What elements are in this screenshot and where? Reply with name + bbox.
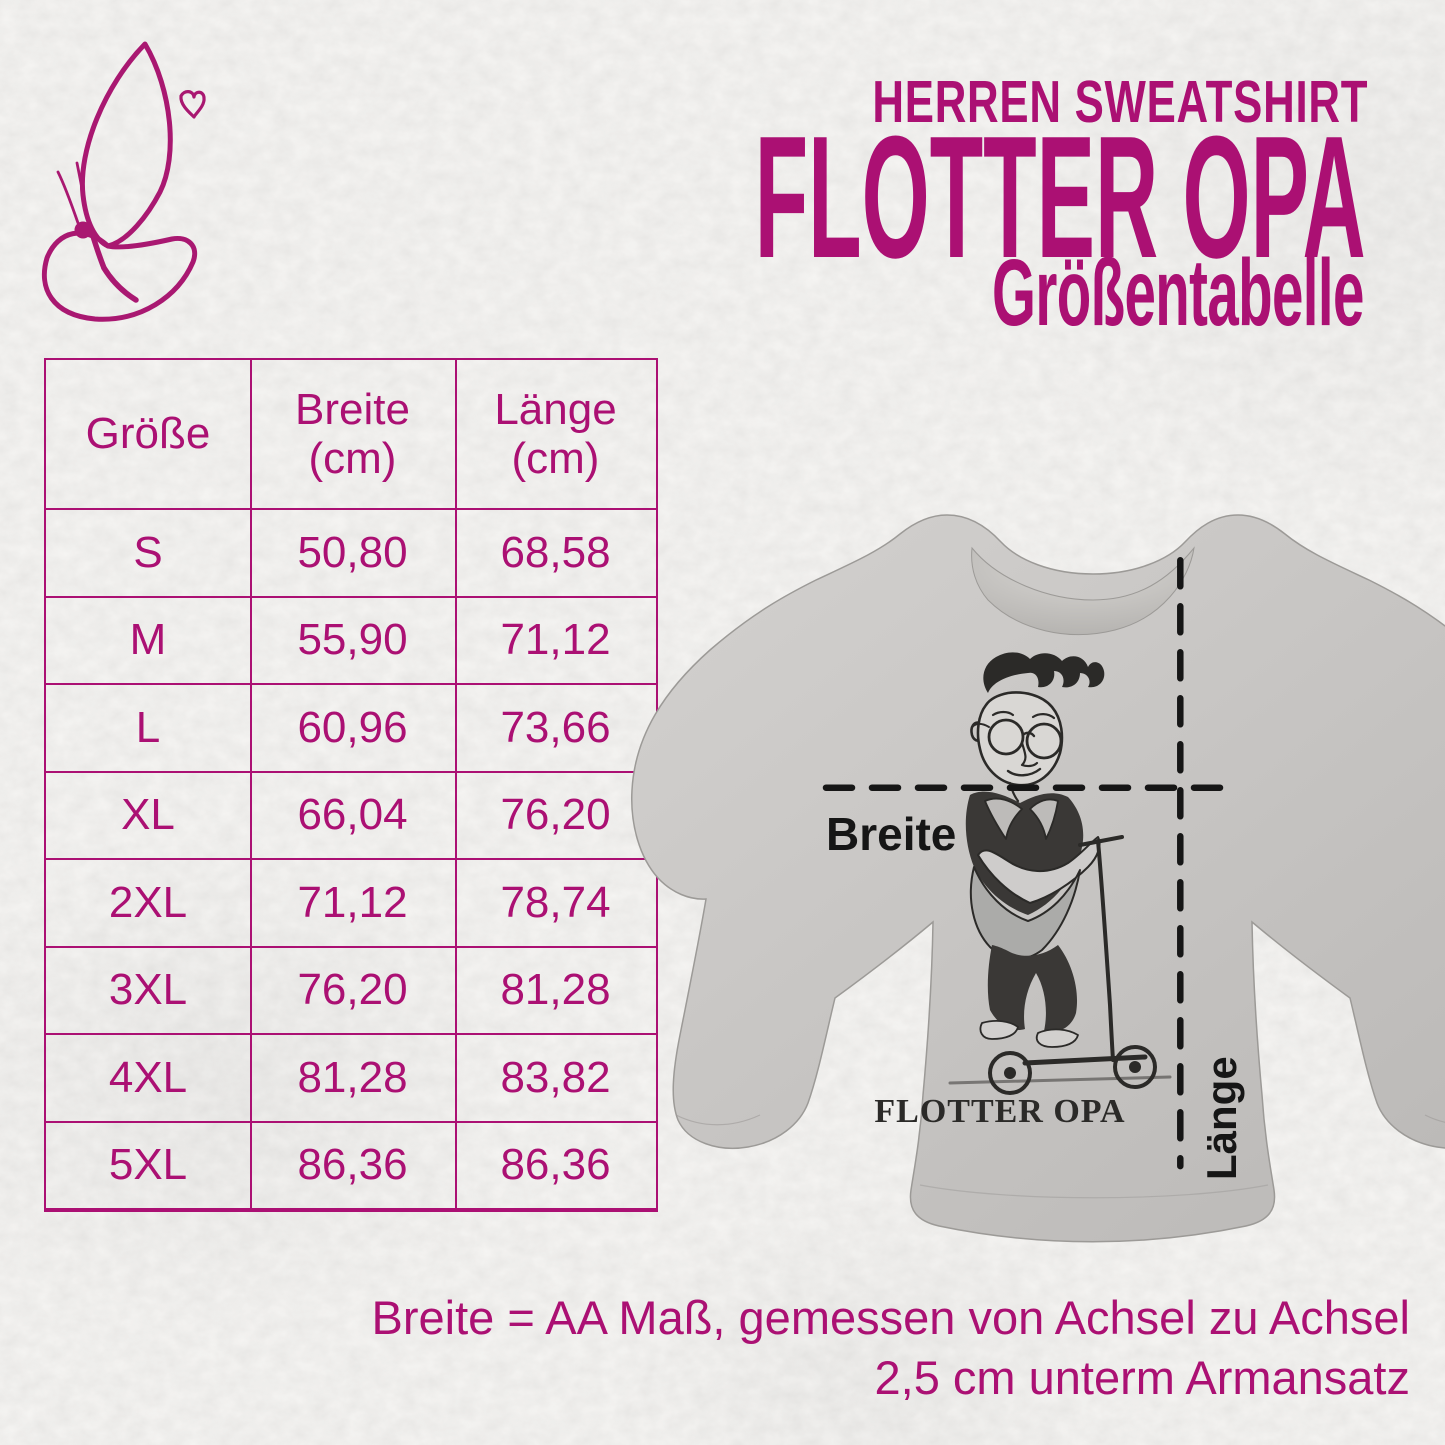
svg-text:FLOTTER OPA: FLOTTER OPA (874, 1093, 1125, 1130)
svg-text:Breite: Breite (826, 808, 956, 860)
svg-text:Länge: Länge (1198, 1056, 1245, 1180)
